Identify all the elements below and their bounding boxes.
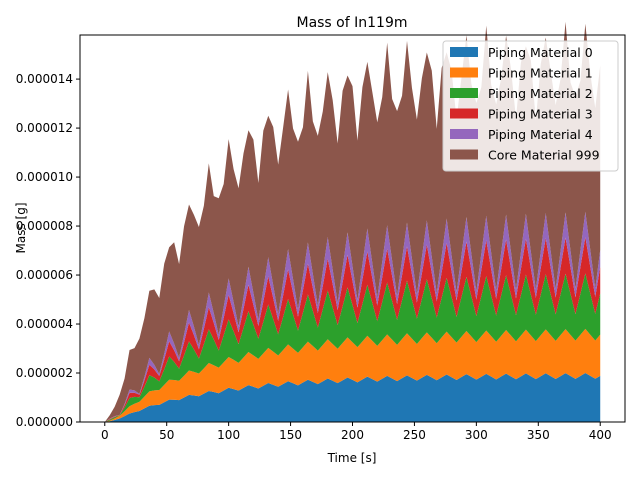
area-series-piping-material-0 — [104, 373, 601, 422]
y-tick-label: 0.000014 — [16, 72, 73, 86]
y-axis-ticks: 0.000000 0.000002 0.000004 0.000006 0.000008… — [16, 72, 80, 429]
y-tick-label: 0.000008 — [16, 219, 73, 233]
y-axis-label: Mass [g] — [14, 202, 28, 253]
y-tick-label: 0.000004 — [16, 317, 73, 331]
legend-label: Piping Material 0 — [488, 45, 593, 60]
y-tick-label: 0.000012 — [16, 121, 73, 135]
legend-label: Piping Material 1 — [488, 66, 593, 81]
x-axis-label: Time [s] — [327, 451, 377, 465]
x-tick-label: 250 — [403, 428, 426, 442]
y-tick-label: 0.000002 — [16, 366, 73, 380]
legend-box — [442, 40, 619, 172]
x-tick-label: 350 — [527, 428, 550, 442]
legend-label: Piping Material 4 — [488, 127, 593, 142]
legend-label: Core Material 999 — [488, 148, 600, 163]
legend-swatch — [450, 67, 478, 78]
area-series-piping-material-3 — [104, 237, 601, 422]
legend-label: Piping Material 3 — [488, 107, 593, 122]
legend-swatch — [450, 129, 478, 139]
y-tick-label: 0.000000 — [16, 415, 73, 429]
x-tick-label: 150 — [279, 428, 302, 442]
y-tick-label: 0.000006 — [16, 268, 73, 282]
x-tick-label: 100 — [217, 428, 240, 442]
x-tick-label: 200 — [341, 428, 364, 442]
x-tick-label: 0 — [101, 428, 109, 442]
x-tick-label: 300 — [465, 428, 488, 442]
chart-title: Mass of In119m — [296, 15, 407, 31]
y-tick-label: 0.000010 — [16, 170, 73, 184]
legend-swatch — [450, 47, 478, 57]
area-series-piping-material-2 — [104, 273, 601, 422]
x-axis-ticks: 0 50 100 150 200 250 300 350 400 — [101, 422, 612, 442]
legend-swatch — [450, 108, 478, 119]
x-tick-label: 400 — [589, 428, 612, 442]
area-series-piping-material-1 — [104, 328, 601, 422]
x-tick-label: 50 — [159, 428, 174, 442]
legend-label: Piping Material 2 — [488, 86, 593, 101]
legend-swatch — [450, 88, 478, 98]
legend-swatch — [450, 149, 478, 160]
legend: Piping Material 0 Piping Material 1 Piping… — [442, 40, 619, 172]
